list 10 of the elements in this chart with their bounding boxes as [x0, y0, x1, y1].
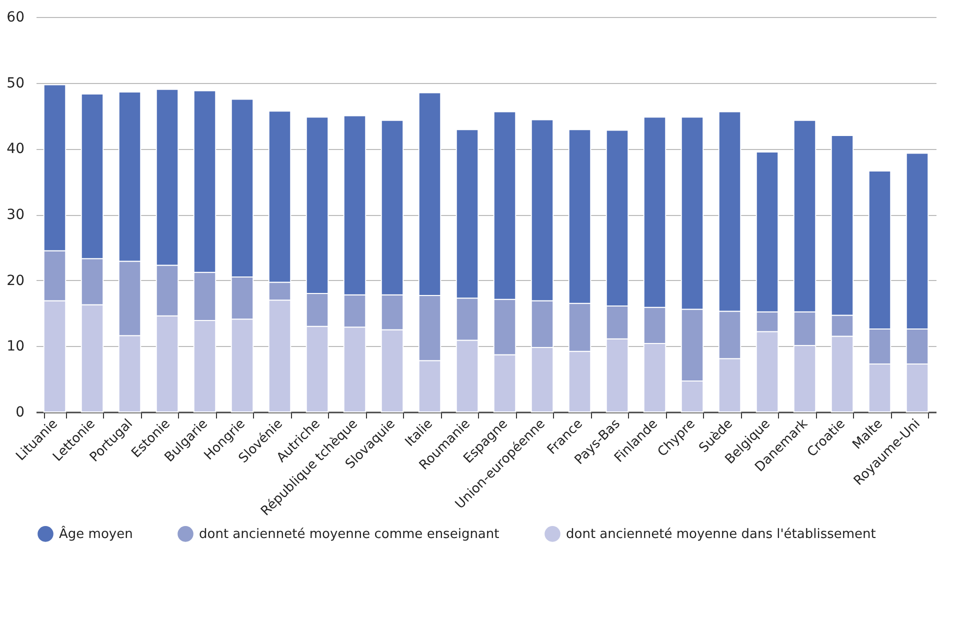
y-tick-label: 60 [6, 10, 24, 26]
y-tick-label: 0 [16, 404, 24, 420]
legend-label: Âge moyen [59, 524, 133, 542]
legend-label: dont ancienneté moyenne comme enseignant [199, 526, 500, 542]
y-tick-label: 50 [6, 75, 24, 92]
y-tick-label: 40 [6, 141, 24, 158]
y-tick-label: 30 [6, 207, 24, 223]
legend-label: dont ancienneté moyenne dans l'établissement [566, 526, 876, 542]
y-tick-label: 20 [6, 272, 24, 289]
y-tick-label: 10 [6, 338, 24, 355]
